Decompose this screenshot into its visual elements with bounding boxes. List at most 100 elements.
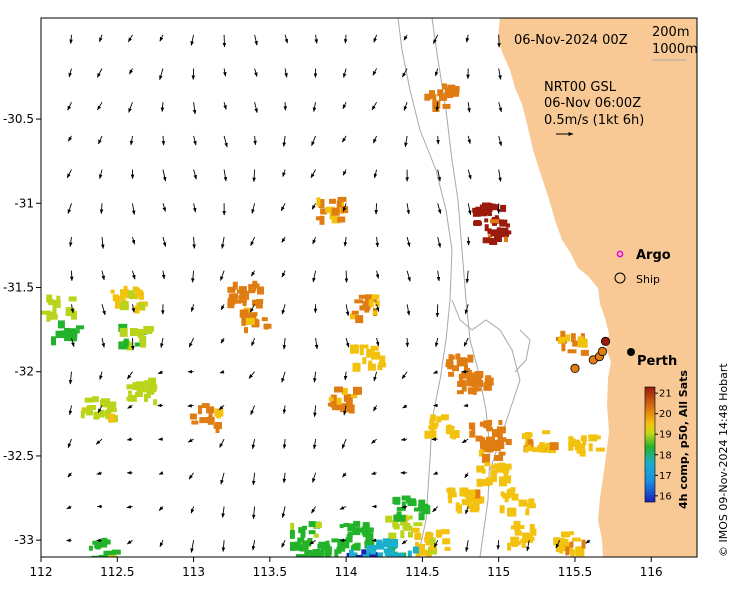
sst-pixel — [408, 551, 412, 558]
sst-pixel — [413, 522, 422, 526]
sst-pixel — [94, 541, 102, 548]
sst-pixel — [588, 434, 597, 441]
sst-pixel — [490, 470, 497, 475]
sst-pixel — [294, 542, 301, 551]
sst-pixel — [190, 414, 197, 420]
sst-pixel — [512, 494, 519, 501]
sst-pixel — [469, 423, 474, 430]
sst-pixel — [99, 555, 104, 561]
sst-pixel — [385, 516, 392, 523]
sst-pixel — [565, 546, 569, 555]
ship-observation — [601, 337, 609, 345]
sst-pixel — [459, 488, 468, 497]
sst-pixel — [376, 543, 384, 550]
sst-pixel — [343, 523, 349, 527]
sst-pixel — [290, 530, 295, 539]
sst-pixel — [481, 440, 486, 446]
sst-pixel — [58, 320, 65, 328]
sst-pixel — [570, 531, 574, 535]
sst-pixel — [568, 349, 577, 353]
sst-pixel — [359, 295, 368, 299]
current-vector — [499, 35, 500, 47]
sst-pixel — [597, 435, 601, 439]
sst-pixel — [111, 290, 115, 294]
x-tick-label: 113.5 — [253, 565, 287, 579]
x-tick-label: 115 — [487, 565, 510, 579]
sst-pixel — [353, 387, 362, 395]
sst-pixel — [478, 380, 483, 387]
x-tick-label: 112 — [30, 565, 53, 579]
sst-pixel — [494, 233, 502, 242]
sst-pixel — [153, 399, 157, 405]
sst-pixel — [371, 352, 380, 360]
sst-pixel — [467, 355, 473, 363]
sst-pixel — [527, 445, 531, 451]
sst-pixel — [522, 533, 530, 540]
sst-pixel — [475, 371, 483, 378]
sst-pixel — [130, 328, 138, 336]
sst-pixel — [528, 498, 534, 503]
sst-pixel — [469, 431, 475, 438]
y-tick-label: -32.5 — [3, 449, 34, 463]
sst-pixel — [209, 413, 213, 421]
sst-pixel — [353, 363, 361, 372]
sst-pixel — [202, 403, 210, 408]
x-tick-label: 114.5 — [405, 565, 439, 579]
sst-pixel — [495, 440, 504, 447]
sst-pixel — [307, 538, 312, 543]
sst-pixel — [233, 282, 238, 290]
sst-pixel — [400, 530, 404, 538]
sst-pixel — [451, 430, 460, 438]
colorbar-tick-label: 20 — [659, 409, 672, 420]
sst-pixel — [520, 539, 528, 543]
sst-pixel — [572, 538, 581, 542]
sst-pixel — [408, 532, 413, 538]
sst-pixel — [442, 538, 450, 544]
sst-pixel — [589, 443, 593, 451]
sst-pixel — [137, 289, 141, 293]
sst-pixel — [485, 224, 489, 231]
sst-pixel — [394, 526, 400, 530]
sst-pixel — [49, 314, 58, 320]
colorbar-tick-label: 18 — [659, 450, 672, 461]
sst-pixel — [550, 442, 559, 450]
sst-pixel — [445, 547, 451, 551]
y-tick-label: -30.5 — [3, 112, 34, 126]
sst-pixel — [338, 201, 342, 207]
colorbar-tick-label: 19 — [659, 430, 672, 441]
sst-pixel — [120, 328, 128, 337]
sst-pixel — [317, 544, 323, 549]
sst-pixel — [338, 548, 345, 552]
sst-pixel — [371, 294, 379, 299]
sst-pixel — [498, 433, 503, 438]
sst-pixel — [337, 217, 345, 223]
sst-pixel — [215, 422, 222, 429]
current-scale: 0.5m/s (1kt 6h) — [544, 113, 644, 128]
sst-pixel — [367, 564, 371, 568]
sst-pixel — [244, 327, 248, 333]
sst-pixel — [418, 504, 427, 509]
sst-pixel — [506, 439, 512, 445]
sst-pixel — [527, 503, 536, 508]
sst-pixel — [389, 539, 398, 548]
sst-pixel — [443, 529, 449, 534]
sst-pixel — [578, 336, 584, 340]
sst-pixel — [354, 299, 363, 303]
isobath-label-200m: 200m — [652, 25, 689, 40]
colorbar-tick-label: 17 — [659, 471, 672, 482]
sst-pixel — [108, 408, 117, 412]
sst-pixel — [394, 514, 399, 521]
credit-text: © IMOS 09-Nov-2024 14:48 Hobart — [717, 363, 730, 557]
colorbar-label: 4h comp, p50, All Sats — [677, 370, 690, 509]
sst-pixel — [309, 521, 316, 527]
sst-pixel — [483, 237, 490, 243]
sst-pixel — [596, 448, 605, 452]
sst-pixel — [447, 85, 455, 93]
ship-legend-label: Ship — [636, 273, 660, 286]
sst-pixel — [76, 325, 84, 329]
sst-pixel — [320, 558, 324, 564]
sst-pixel — [446, 425, 451, 434]
sst-pixel — [240, 310, 244, 318]
sst-pixel — [369, 299, 374, 306]
sst-pixel — [349, 405, 355, 414]
